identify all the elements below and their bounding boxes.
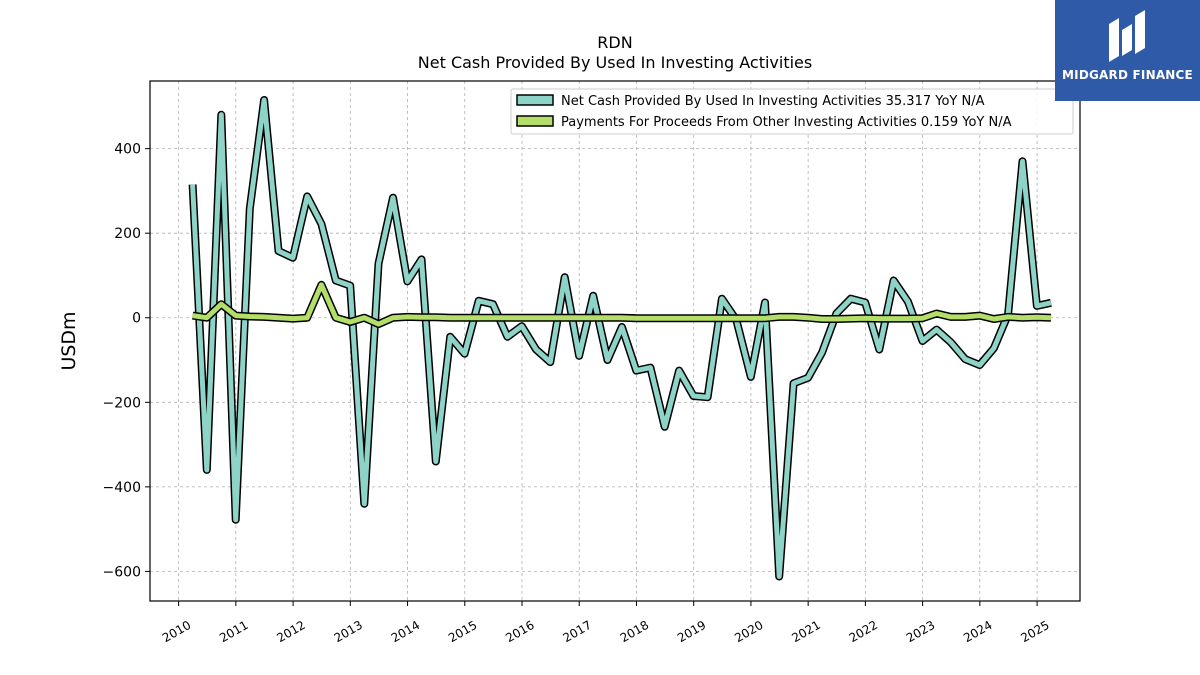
y-tick-label: 200 [114,226,141,242]
x-tick-label: 2012 [274,618,307,645]
x-tick-label: 2017 [561,618,594,645]
x-tick-label: 2011 [217,618,250,645]
legend-label-1: Net Cash Provided By Used In Investing A… [561,94,985,109]
x-tick-label: 2015 [446,618,479,645]
midgard-finance-logo: MIDGARD FINANCE [1055,0,1200,101]
series-line-1 [190,97,1052,579]
x-tick-label: 2024 [961,618,994,645]
legend-label-2: Payments For Proceeds From Other Investi… [561,115,1012,130]
chart-title: RDN [597,33,632,52]
legend-swatch-1 [516,94,554,106]
x-tick-label: 2018 [618,618,651,645]
y-axis-label: USDm [58,311,80,370]
legend: Net Cash Provided By Used In Investing A… [510,88,1074,135]
y-tick-label: −200 [103,395,141,411]
legend-swatch-2 [516,115,554,127]
x-tick-label: 2023 [904,618,937,645]
x-tick-label: 2016 [503,618,536,645]
plot-area-frame [149,80,1081,602]
x-tick-label: 2010 [160,618,193,645]
y-tick-label: 400 [114,142,141,158]
x-tick-label: 2013 [332,618,365,645]
logo-mark-icon [1109,10,1145,62]
series-layer [188,96,1052,581]
y-tick-label: 0 [132,311,141,327]
legend-box [510,88,1074,135]
y-tick-label: −600 [103,564,141,580]
x-tick-label: 2014 [389,618,422,645]
x-tick-label: 2025 [1018,618,1051,645]
chart-subtitle: Net Cash Provided By Used In Investing A… [418,53,812,72]
x-tick-label: 2022 [847,618,880,645]
logo-text: MIDGARD FINANCE [1062,68,1193,82]
x-tick-label: 2021 [789,618,822,645]
series-line-2 [192,282,1052,327]
x-tick-label: 2020 [732,618,765,645]
x-tick-label: 2019 [675,618,708,645]
y-tick-label: −400 [103,480,141,496]
